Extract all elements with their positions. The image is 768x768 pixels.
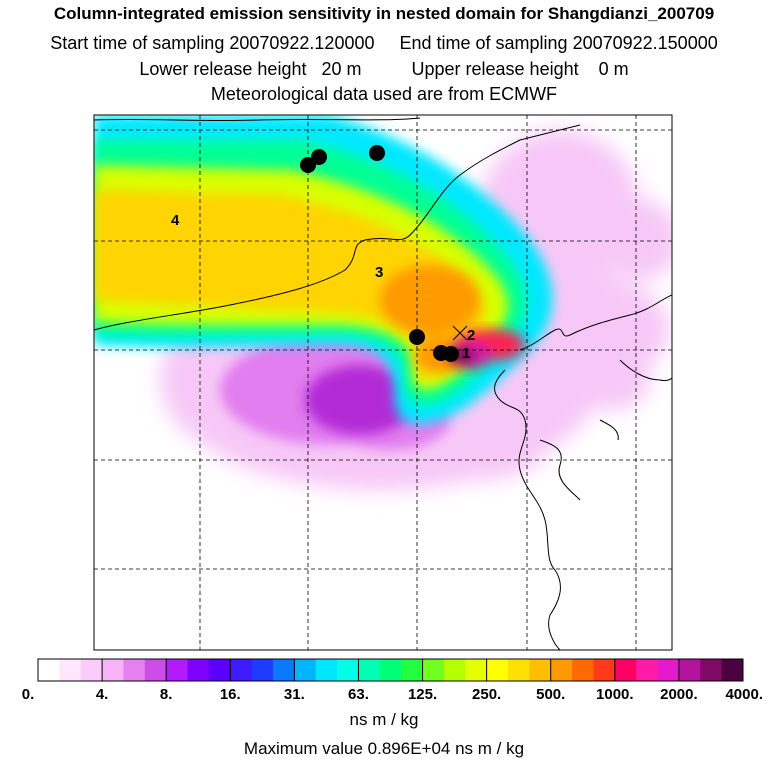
- receptor-marker: [452, 325, 468, 341]
- colorbar-swatch: [102, 659, 124, 681]
- colorbar-swatch: [315, 659, 338, 681]
- map-frame: [93, 114, 673, 651]
- coastline: [94, 117, 672, 650]
- colorbar-swatch: [80, 659, 103, 681]
- colorbar-swatch: [465, 659, 488, 681]
- colorbar-swatch: [230, 659, 253, 681]
- colorbar-swatch: [273, 659, 295, 681]
- colorbar-swatch: [251, 659, 274, 681]
- release-height-line: Lower release height 20 m Upper release …: [139, 59, 629, 79]
- colorbar-tick-label: 31.: [284, 686, 305, 703]
- colorbar-tick-label: 8.: [160, 686, 173, 703]
- colorbar-swatch: [508, 659, 530, 681]
- colorbar: [37, 658, 744, 682]
- point-label-4: 4: [171, 212, 180, 229]
- colorbar-swatch: [294, 659, 317, 681]
- colorbar-swatch: [123, 659, 146, 681]
- colorbar-swatch: [678, 659, 701, 681]
- colorbar-swatch: [636, 659, 659, 681]
- colorbar-swatch: [550, 659, 573, 681]
- colorbar-tick-label: 0.: [22, 686, 35, 703]
- colorbar-tick-label: 4.: [96, 686, 109, 703]
- colorbar-swatch: [59, 659, 82, 681]
- colorbar-swatch: [721, 659, 744, 681]
- sampling-time-line: Start time of sampling 20070922.120000 E…: [50, 33, 718, 53]
- colorbar-swatch: [187, 659, 210, 681]
- trajectory-point: [311, 149, 327, 165]
- colorbar-swatch: [144, 659, 167, 681]
- colorbar-swatch: [529, 659, 552, 681]
- trajectory-point: [409, 329, 425, 345]
- colorbar-swatch: [657, 659, 680, 681]
- colorbar-swatch: [614, 659, 637, 681]
- colorbar-swatch: [337, 659, 359, 681]
- colorbar-frame: [37, 658, 744, 682]
- colorbar-swatch: [422, 659, 445, 681]
- colorbar-swatch: [572, 659, 594, 681]
- point-label-1: 1: [462, 345, 471, 362]
- colorbar-tick-label: 500.: [536, 686, 565, 703]
- colorbar-tick-label: 1000.: [596, 686, 634, 703]
- colorbar-tick-label: 125.: [408, 686, 437, 703]
- colorbar-swatch: [208, 659, 231, 681]
- trajectory-point: [443, 346, 459, 362]
- point-label-2: 2: [467, 327, 476, 344]
- met-data-line: Meteorological data used are from ECMWF: [210, 84, 558, 104]
- point-label-3: 3: [375, 264, 384, 281]
- colorbar-swatch: [593, 659, 616, 681]
- colorbar-swatch: [358, 659, 381, 681]
- map-title: Column-integrated emission sensitivity i…: [53, 4, 715, 23]
- colorbar-swatch: [443, 659, 466, 681]
- colorbar-tick-label: 2000.: [660, 686, 698, 703]
- lat-lon-grid: [94, 115, 672, 650]
- colorbar-swatch: [486, 659, 509, 681]
- colorbar-swatch: [379, 659, 402, 681]
- colorbar-tick-label: 250.: [472, 686, 501, 703]
- colorbar-swatch: [401, 659, 424, 681]
- colorbar-tick-label: 4000.: [725, 686, 763, 703]
- trajectory-point: [300, 157, 316, 173]
- colorbar-tick-label: 63.: [348, 686, 369, 703]
- colorbar-swatch: [700, 659, 723, 681]
- colorbar-swatch: [38, 659, 60, 681]
- plume-field: [94, 115, 672, 490]
- colorbar-units: ns m / kg: [349, 710, 419, 729]
- colorbar-swatch: [166, 659, 189, 681]
- trajectory-point: [369, 145, 385, 161]
- colorbar-tick-labels: 0. 4. 8. 16. 31. 63. 125. 250. 500. 1000. 2000. 400…: [22, 686, 763, 703]
- trajectory-points: [300, 145, 459, 362]
- colorbar-tick-label: 16.: [220, 686, 241, 703]
- maximum-value-label: Maximum value 0.896E+04 ns m / kg: [243, 739, 525, 758]
